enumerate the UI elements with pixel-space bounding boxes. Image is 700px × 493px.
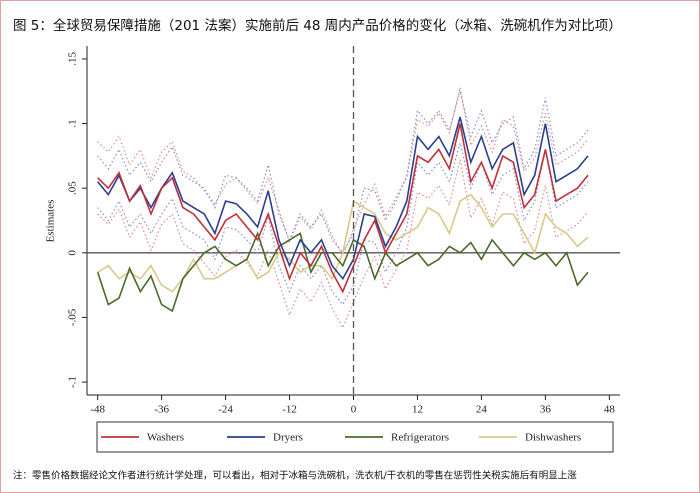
confidence-band	[97, 87, 589, 257]
confidence-band	[97, 159, 589, 330]
x-tick-label: 0	[351, 404, 357, 416]
series-line	[97, 123, 589, 294]
x-tick-label: 48	[604, 404, 616, 416]
y-tick-label: .1	[67, 119, 79, 127]
series-line	[96, 231, 589, 313]
x-tick-label: 12	[412, 404, 423, 416]
confidence-band	[97, 91, 589, 254]
y-tick-label: .05	[67, 181, 79, 195]
x-tick-label: -12	[282, 404, 297, 416]
x-tick-label: -24	[218, 404, 233, 416]
y-tick-label: 0	[67, 250, 79, 256]
legend-label: Dishwashers	[525, 432, 581, 444]
legend-label: Washers	[147, 432, 184, 444]
series-line	[97, 116, 589, 281]
y-tick-label: -.1	[67, 376, 79, 388]
x-tick-label: -36	[154, 404, 169, 416]
series-line	[97, 193, 589, 293]
x-tick-label: 24	[476, 404, 488, 416]
x-tick-label: 36	[540, 404, 552, 416]
note: 注：零售价格数据经论文作者进行统计学处理，可以看出，相对于冰箱与洗碗机，洗衣机/…	[13, 470, 577, 482]
y-axis-label: Estimates	[45, 200, 57, 243]
confidence-band	[97, 142, 589, 306]
chart-title: 图 5：全球贸易保障措施（201 法案）实施前后 48 周内产品价格的变化（冰箱…	[13, 17, 622, 34]
legend-label: Refrigerators	[391, 432, 449, 444]
y-tick-label: .15	[67, 52, 79, 66]
legend-label: Dryers	[273, 432, 303, 444]
x-tick-label: -48	[90, 404, 105, 416]
y-tick-label: -.05	[67, 308, 79, 326]
